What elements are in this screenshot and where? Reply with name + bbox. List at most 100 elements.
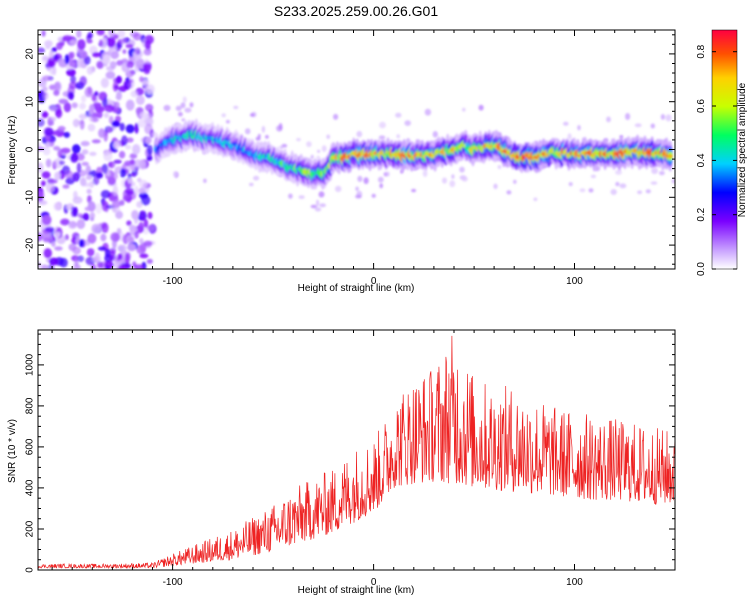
noise-blob bbox=[87, 32, 93, 39]
noise-blob bbox=[114, 101, 120, 109]
noise-blob bbox=[76, 30, 82, 38]
faint-blob bbox=[371, 193, 376, 198]
faint-blob bbox=[261, 125, 266, 133]
faint-blob bbox=[671, 179, 675, 184]
noise-blob bbox=[45, 158, 52, 168]
noise-blob bbox=[112, 81, 119, 93]
noise-blob bbox=[125, 43, 134, 49]
noise-blob bbox=[146, 224, 154, 231]
noise-blob bbox=[116, 91, 122, 101]
noise-blob bbox=[73, 190, 78, 200]
faint-blob bbox=[396, 134, 401, 139]
faint-blob bbox=[478, 104, 484, 111]
faint-blob bbox=[173, 171, 178, 178]
noise-blob bbox=[42, 75, 52, 82]
colorbar: 0.0 0.2 0.4 0.6 0.8 Normalized spectral ampl… bbox=[696, 29, 748, 276]
faint-blob bbox=[178, 111, 183, 117]
noise-blob bbox=[144, 39, 151, 50]
faint-blob bbox=[497, 165, 502, 169]
noise-blob bbox=[100, 233, 107, 242]
spectrogram-x-label: Height of straight line (km) bbox=[298, 283, 415, 294]
faint-blob bbox=[189, 102, 194, 108]
noise-blob bbox=[51, 47, 57, 53]
y-tick-label: 1000 bbox=[25, 353, 36, 376]
noise-blob bbox=[107, 104, 114, 110]
faint-blob bbox=[568, 182, 573, 187]
faint-blob bbox=[355, 194, 362, 199]
faint-blob bbox=[665, 114, 672, 122]
noise-blob bbox=[86, 188, 92, 195]
noise-blob bbox=[47, 57, 57, 68]
faint-blob bbox=[357, 175, 363, 182]
noise-blob bbox=[91, 223, 102, 234]
noise-blob bbox=[105, 71, 116, 79]
noise-blob bbox=[97, 91, 106, 101]
noise-blob bbox=[89, 104, 95, 115]
y-tick-label: 10 bbox=[25, 96, 36, 108]
noise-blob bbox=[125, 79, 134, 84]
faint-blob bbox=[567, 133, 572, 140]
noise-blob bbox=[76, 219, 86, 230]
noise-blob bbox=[118, 264, 127, 269]
noise-blob bbox=[138, 210, 147, 221]
noise-blob bbox=[77, 255, 84, 262]
noise-blob bbox=[79, 102, 86, 110]
faint-blob bbox=[310, 204, 317, 209]
noise-blob bbox=[120, 168, 126, 178]
faint-blob bbox=[379, 121, 386, 129]
faint-blob bbox=[493, 183, 498, 189]
faint-blob bbox=[637, 190, 643, 195]
noise-blob bbox=[41, 264, 49, 269]
noise-blob bbox=[80, 50, 88, 59]
faint-blob bbox=[317, 149, 321, 153]
snr-x-axis: -100 0 100 bbox=[51, 330, 676, 588]
noise-blob bbox=[58, 160, 65, 166]
faint-blob bbox=[462, 107, 466, 112]
noise-blob bbox=[117, 244, 127, 252]
noise-blob bbox=[102, 163, 108, 174]
noise-blob bbox=[38, 146, 45, 152]
noise-blob bbox=[119, 122, 125, 132]
noise-blob bbox=[96, 30, 105, 36]
noise-blob bbox=[129, 159, 135, 166]
noise-blob bbox=[146, 258, 153, 264]
x-tick-label: 0 bbox=[371, 276, 377, 287]
faint-blob bbox=[461, 176, 468, 182]
noise-blob bbox=[125, 124, 135, 134]
noise-blob bbox=[43, 248, 52, 259]
noise-blob bbox=[44, 226, 55, 232]
y-tick-label: 600 bbox=[25, 438, 36, 455]
noise-blob bbox=[97, 246, 107, 251]
noise-blob bbox=[122, 49, 127, 54]
spectrogram-y-axis: -20 -10 0 10 20 bbox=[25, 34, 675, 265]
faint-blob bbox=[610, 189, 617, 195]
noise-blob bbox=[41, 214, 52, 226]
noise-blob bbox=[53, 54, 59, 60]
faint-blob bbox=[619, 183, 627, 189]
noise-blob bbox=[70, 206, 76, 218]
noise-blob bbox=[107, 177, 116, 186]
noise-blob bbox=[44, 40, 53, 48]
noise-blob bbox=[97, 261, 104, 269]
faint-blob bbox=[253, 175, 260, 181]
noise-blob bbox=[53, 158, 63, 169]
faint-blob bbox=[404, 120, 412, 126]
faint-blob bbox=[459, 166, 465, 173]
faint-blob bbox=[377, 176, 384, 183]
faint-blob bbox=[315, 199, 320, 207]
noise-blob bbox=[92, 52, 101, 58]
noise-blob bbox=[125, 144, 132, 150]
noise-blob bbox=[143, 240, 153, 247]
faint-blob bbox=[221, 113, 226, 118]
noise-blob bbox=[77, 213, 83, 218]
noise-blob bbox=[57, 125, 66, 132]
faint-blob bbox=[249, 182, 254, 187]
faint-blob bbox=[265, 135, 269, 139]
x-tick-label: -100 bbox=[163, 276, 183, 287]
noise-blob bbox=[64, 234, 69, 241]
faint-blob bbox=[533, 197, 538, 202]
faint-blob bbox=[314, 207, 322, 212]
noise-blob bbox=[62, 184, 70, 189]
noise-blob bbox=[91, 139, 101, 144]
noise-blob bbox=[94, 252, 100, 261]
